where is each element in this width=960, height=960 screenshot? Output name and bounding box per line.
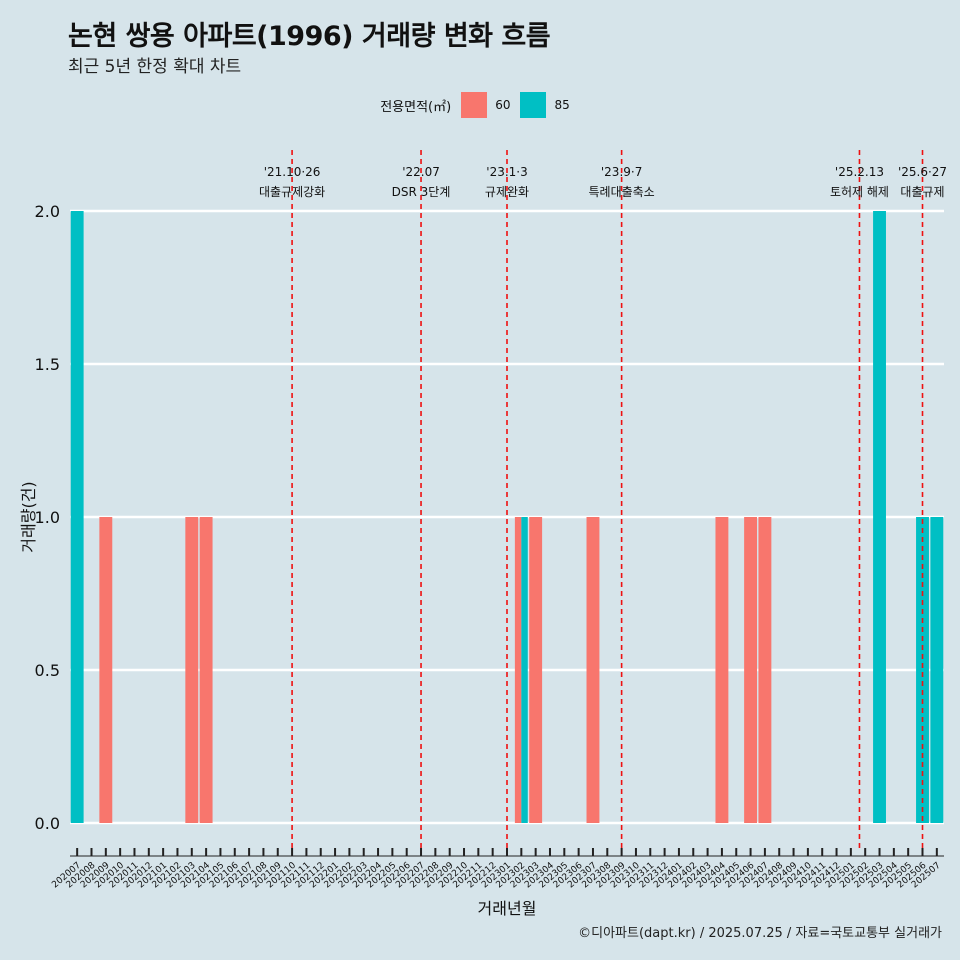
event-label: 대출규제강화 [259,185,325,199]
y-tick-label: 1.0 [35,508,60,527]
bar-60-202303 [529,517,543,823]
bar-85-202506 [916,517,929,823]
x-axis-title: 거래년월 [478,899,537,918]
event-date: '23.9·7 [601,165,642,179]
y-tick-label: 1.5 [35,355,60,374]
y-tick-label: 0.0 [35,814,60,833]
legend-label-60: 60 [495,98,511,112]
legend-label-85: 85 [554,98,570,112]
legend: 전용면적(㎡) 60 85 [0,92,960,118]
bar-60-202407 [758,517,772,823]
event-date: '25.2.13 [835,165,884,179]
bar-60-202302 [514,517,522,823]
bar-60-202307 [586,517,600,823]
chart-title: 논현 쌍용 아파트(1996) 거래량 변화 흐름 [68,21,551,52]
event-date: '25.6·27 [898,165,947,179]
chart-subtitle: 최근 5년 한정 확대 차트 [68,57,242,77]
event-label: DSR 3단계 [392,185,451,199]
event-label: 특례대출축소 [588,185,654,199]
bar-60-202104 [199,517,213,823]
bar-60-202406 [744,517,758,823]
event-label: 규제완화 [485,185,529,199]
legend-title: 전용면적(㎡) [380,99,452,115]
source-caption: ©디아파트(dapt.kr) / 2025.07.25 / 자료=국토교통부 실… [578,926,942,941]
bar-85-202007 [70,211,84,823]
event-label: 대출규제 [900,185,944,199]
bar-60-202009 [99,517,113,823]
legend-swatch-60 [461,92,488,118]
y-axis-title: 거래량(건) [19,481,38,552]
event-date: '22.07 [402,165,440,179]
event-date: '23.1·3 [486,165,527,179]
y-tick-label: 2.0 [35,202,60,221]
bar-85-202302 [521,517,528,823]
bar-60-202404 [715,517,729,823]
bar-85-202503 [873,211,886,823]
event-date: '21.10·26 [264,165,321,179]
bar-85-202507 [930,517,944,823]
event-label: 토허제 해제 [830,185,889,199]
bar-60-202103 [185,517,199,823]
y-tick-label: 0.5 [35,661,60,680]
legend-swatch-85 [520,92,547,118]
